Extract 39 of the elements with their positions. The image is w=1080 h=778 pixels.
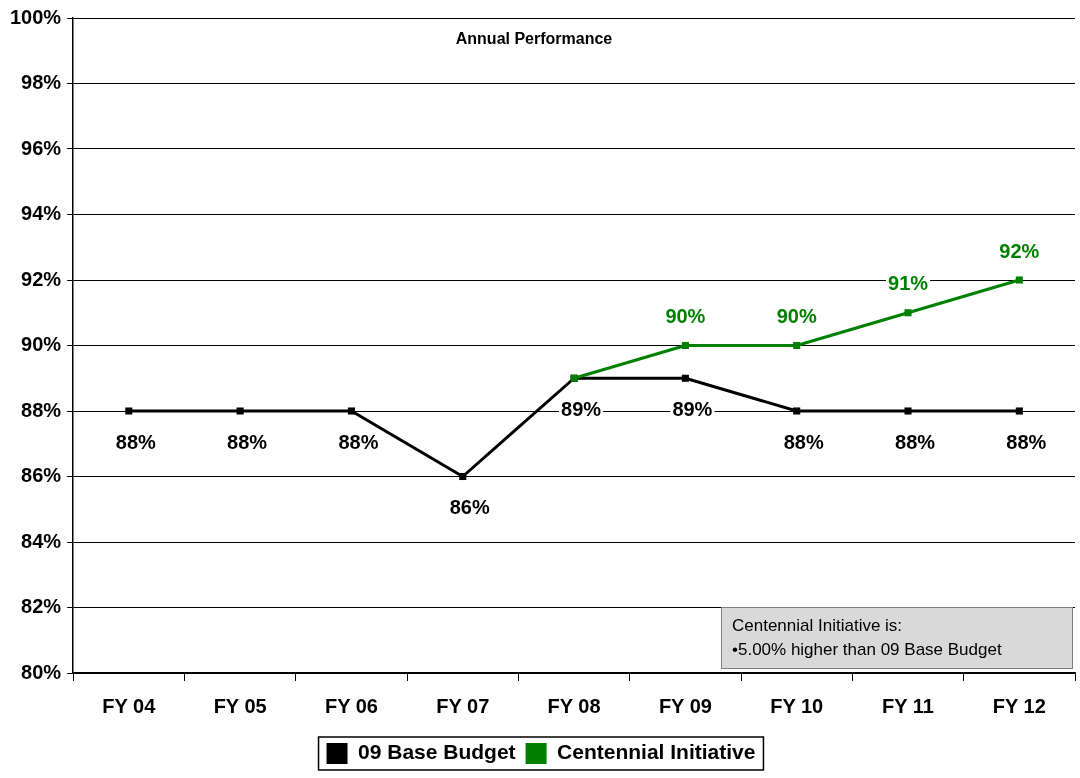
data-label: 89%: [672, 397, 713, 420]
data-label: 88%: [227, 430, 268, 453]
y-tick-label: 88%: [21, 398, 62, 421]
x-tick-label: FY 05: [213, 694, 267, 717]
x-tick-label: FY 06: [324, 694, 378, 717]
y-tick-label: 98%: [21, 71, 62, 94]
x-tick-label: FY 12: [992, 694, 1046, 717]
data-label: 90%: [776, 305, 817, 328]
y-tick-label: 84%: [21, 529, 62, 552]
y-tick-label: 82%: [21, 595, 62, 618]
data-label: 88%: [783, 430, 824, 453]
data-label: 88%: [115, 430, 157, 453]
x-tick-label: FY 08: [547, 694, 601, 717]
y-tick-label: 86%: [21, 464, 62, 487]
x-tick-label: FY 04: [102, 694, 157, 717]
x-tick-label: FY 11: [882, 694, 934, 717]
data-label: 88%: [895, 430, 936, 453]
data-label: 90%: [665, 305, 706, 328]
data-label: 88%: [1006, 430, 1047, 453]
y-tick-label: 90%: [21, 333, 62, 356]
y-tick-label: 92%: [21, 267, 62, 290]
data-label: 91%: [888, 272, 929, 295]
annotation: Centennial Initiative is:: [732, 615, 904, 637]
text: Annual Performance: [455, 30, 613, 48]
y-tick-label: 96%: [21, 136, 62, 159]
data-label: 89%: [561, 397, 602, 420]
data-label: 86%: [449, 496, 490, 519]
legend-label: Centennial Initiative: [557, 740, 756, 764]
data-label: 88%: [338, 430, 379, 453]
y-tick-label: 100%: [10, 5, 62, 28]
x-tick-label: FY 10: [770, 694, 824, 717]
legend-label: 09 Base Budget: [358, 740, 516, 764]
y-tick-label: 80%: [21, 660, 62, 683]
note-box: Centennial Initiative is: •5.00% higher than 09 Base Budget: [721, 607, 1073, 669]
data-label: 92%: [999, 239, 1040, 262]
annotation: •5.00% higher than 09 Base Budget: [732, 639, 1002, 661]
y-tick-label: 94%: [21, 202, 62, 225]
x-tick-label: FY 09: [658, 694, 712, 717]
x-tick-label: FY 07: [436, 694, 490, 717]
